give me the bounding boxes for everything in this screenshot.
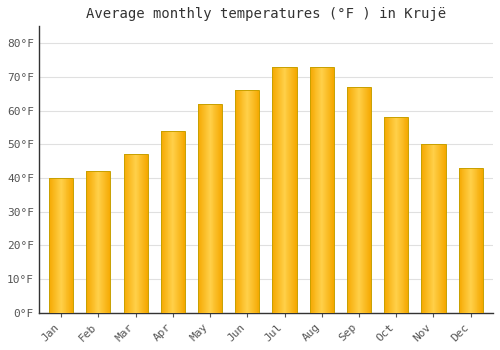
Bar	[347, 87, 371, 313]
Bar	[272, 67, 296, 313]
Bar	[86, 171, 110, 313]
Bar	[49, 178, 73, 313]
Bar	[124, 154, 148, 313]
Bar	[235, 90, 260, 313]
Bar	[160, 131, 185, 313]
Bar	[384, 117, 408, 313]
Title: Average monthly temperatures (°F ) in Krujë: Average monthly temperatures (°F ) in Kr…	[86, 7, 446, 21]
Bar	[198, 104, 222, 313]
Bar	[310, 67, 334, 313]
Bar	[422, 144, 446, 313]
Bar	[458, 168, 483, 313]
